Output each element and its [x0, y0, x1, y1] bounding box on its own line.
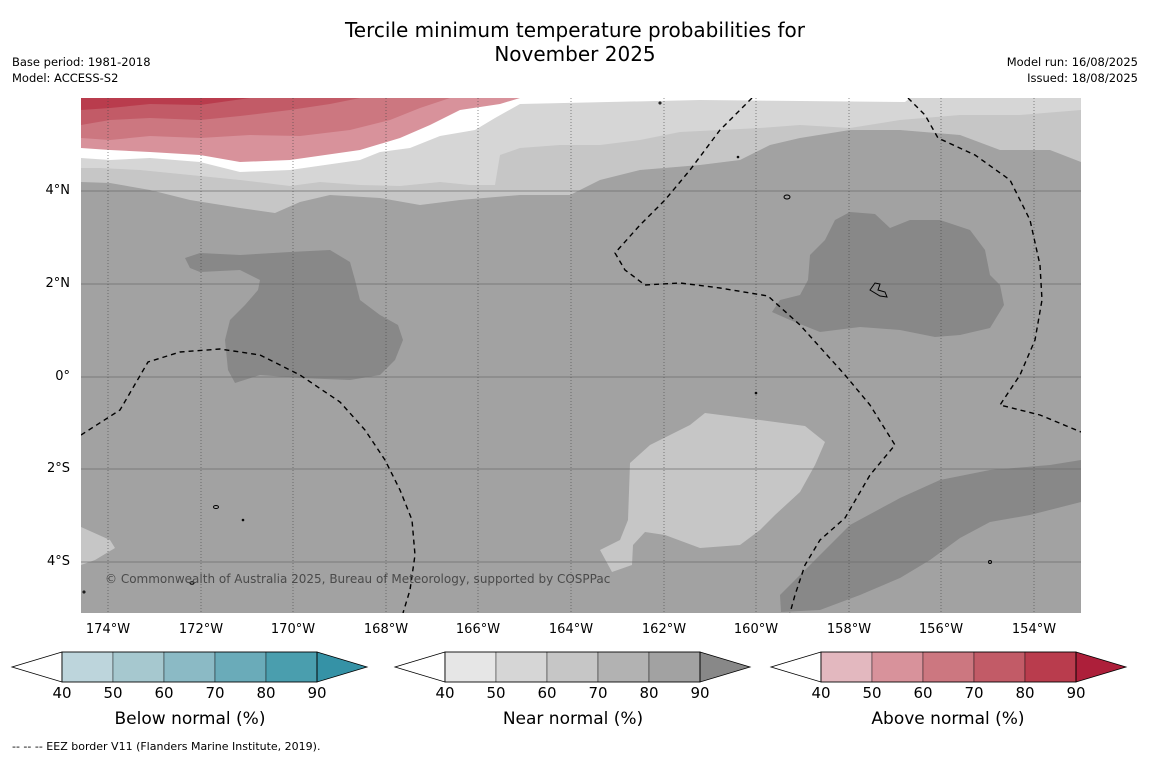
- near-normal-colorbar-outline: [444, 651, 701, 683]
- lon-label: 166°W: [455, 622, 501, 637]
- lon-label: 168°W: [363, 622, 409, 637]
- below-normal-colorbar-segment: [265, 651, 318, 683]
- above-normal-colorbar-segment: [973, 651, 1026, 683]
- islands: [82, 101, 992, 594]
- lon-label: 158°W: [826, 622, 872, 637]
- near-normal-colorbar-segment: [546, 651, 599, 683]
- run-info-right: Model run: 16/08/2025 Issued: 18/08/2025: [1007, 54, 1138, 86]
- map-title-line1: Tercile minimum temperature probabilitie…: [344, 18, 806, 42]
- near-normal-colorbar-tick: 90: [690, 684, 710, 702]
- above-normal-colorbar-under-arrow: [769, 651, 822, 683]
- above-normal-colorbar-segment: [820, 651, 873, 683]
- map-plot-area: [81, 98, 1081, 613]
- near-normal-60-sw-region: [81, 527, 115, 565]
- above-normal-colorbar-segment: [871, 651, 924, 683]
- above-normal-colorbar-over-arrow: [1075, 651, 1128, 683]
- lon-label: 164°W: [548, 622, 594, 637]
- below-normal-colorbar-under-arrow: [10, 651, 63, 683]
- lon-label: 172°W: [178, 622, 224, 637]
- below-normal-colorbar-tick: 50: [103, 684, 123, 702]
- near-normal-colorbar-segment: [495, 651, 548, 683]
- above-normal-colorbar-tick: 90: [1066, 684, 1086, 702]
- issued-date: Issued: 18/08/2025: [1027, 71, 1138, 85]
- below-normal-title: Below normal (%): [114, 709, 266, 729]
- above-normal-70-region: [81, 98, 360, 125]
- near-normal-colorbar-tick: 80: [639, 684, 659, 702]
- lat-label: 2°N: [45, 276, 71, 291]
- near-normal-colorbar-tick: 50: [486, 684, 506, 702]
- lon-label: 160°W: [733, 622, 779, 637]
- above-normal-colorbar-tick: 70: [964, 684, 984, 702]
- above-normal-colorbar-tick: 40: [811, 684, 831, 702]
- above-normal-colorbar-tick: 60: [913, 684, 933, 702]
- lon-label: 154°W: [1011, 622, 1057, 637]
- below-normal-colorbar-tick: 70: [205, 684, 225, 702]
- above-normal-colorbar-outline: [820, 651, 1077, 683]
- below-normal-colorbar-segment: [214, 651, 267, 683]
- near-normal-80-west-region: [185, 250, 403, 383]
- lon-label: 162°W: [641, 622, 687, 637]
- above-normal-80-region: [81, 98, 250, 110]
- lat-label: 4°S: [46, 554, 70, 569]
- above-normal-colorbar-segment: [922, 651, 975, 683]
- near-normal-title: Near normal (%): [502, 709, 644, 729]
- below-normal-colorbar-tick: 80: [256, 684, 276, 702]
- near-normal-colorbar-tick: 40: [435, 684, 455, 702]
- near-normal-colorbar-segment: [444, 651, 497, 683]
- near-normal-colorbar-tick: 60: [537, 684, 557, 702]
- base-period: Base period: 1981-2018: [12, 55, 151, 69]
- near-normal-60-south-region: [600, 413, 825, 572]
- lon-label: 156°W: [918, 622, 964, 637]
- below-normal-colorbar-tick: 60: [154, 684, 174, 702]
- lat-label: 0°: [55, 369, 70, 384]
- above-normal-title: Above normal (%): [871, 709, 1025, 729]
- near-normal-colorbar-segment: [648, 651, 701, 683]
- lon-label: 174°W: [85, 622, 131, 637]
- below-normal-colorbar-over-arrow: [316, 651, 369, 683]
- eez-footnote: -- -- -- EEZ border V11 (Flanders Marine…: [12, 740, 321, 753]
- model-name: Model: ACCESS-S2: [12, 71, 119, 85]
- map-title: Tercile minimum temperature probabilitie…: [0, 18, 1150, 66]
- below-normal-colorbar-tick: 90: [307, 684, 327, 702]
- near-normal-80-east-region: [772, 212, 1004, 337]
- below-normal-colorbar-tick: 40: [52, 684, 72, 702]
- below-normal-colorbar-segment: [112, 651, 165, 683]
- above-normal-colorbar-tick: 50: [862, 684, 882, 702]
- above-normal-colorbar-segment: [1024, 651, 1077, 683]
- lon-label: 170°W: [270, 622, 316, 637]
- latitude-lines: [81, 190, 1081, 563]
- near-normal-80-se-region: [780, 460, 1081, 612]
- below-normal-colorbar-segment: [61, 651, 114, 683]
- longitude-lines: [107, 98, 1035, 613]
- near-normal-colorbar-over-arrow: [699, 651, 752, 683]
- near-normal-colorbar-under-arrow: [393, 651, 446, 683]
- copyright-notice: © Commonwealth of Australia 2025, Bureau…: [105, 572, 611, 586]
- lat-label: 2°S: [46, 461, 70, 476]
- run-info-left: Base period: 1981-2018 Model: ACCESS-S2: [12, 54, 151, 86]
- map-title-line2: November 2025: [494, 42, 656, 66]
- above-normal-colorbar-tick: 80: [1015, 684, 1035, 702]
- below-normal-colorbar-outline: [61, 651, 318, 683]
- colorbars: [10, 651, 1128, 683]
- below-normal-colorbar-segment: [163, 651, 216, 683]
- near-normal-colorbar-segment: [597, 651, 650, 683]
- near-normal-colorbar-tick: 70: [588, 684, 608, 702]
- model-run: Model run: 16/08/2025: [1006, 55, 1138, 69]
- eez-borders: [81, 98, 1081, 613]
- lat-label: 4°N: [45, 183, 71, 198]
